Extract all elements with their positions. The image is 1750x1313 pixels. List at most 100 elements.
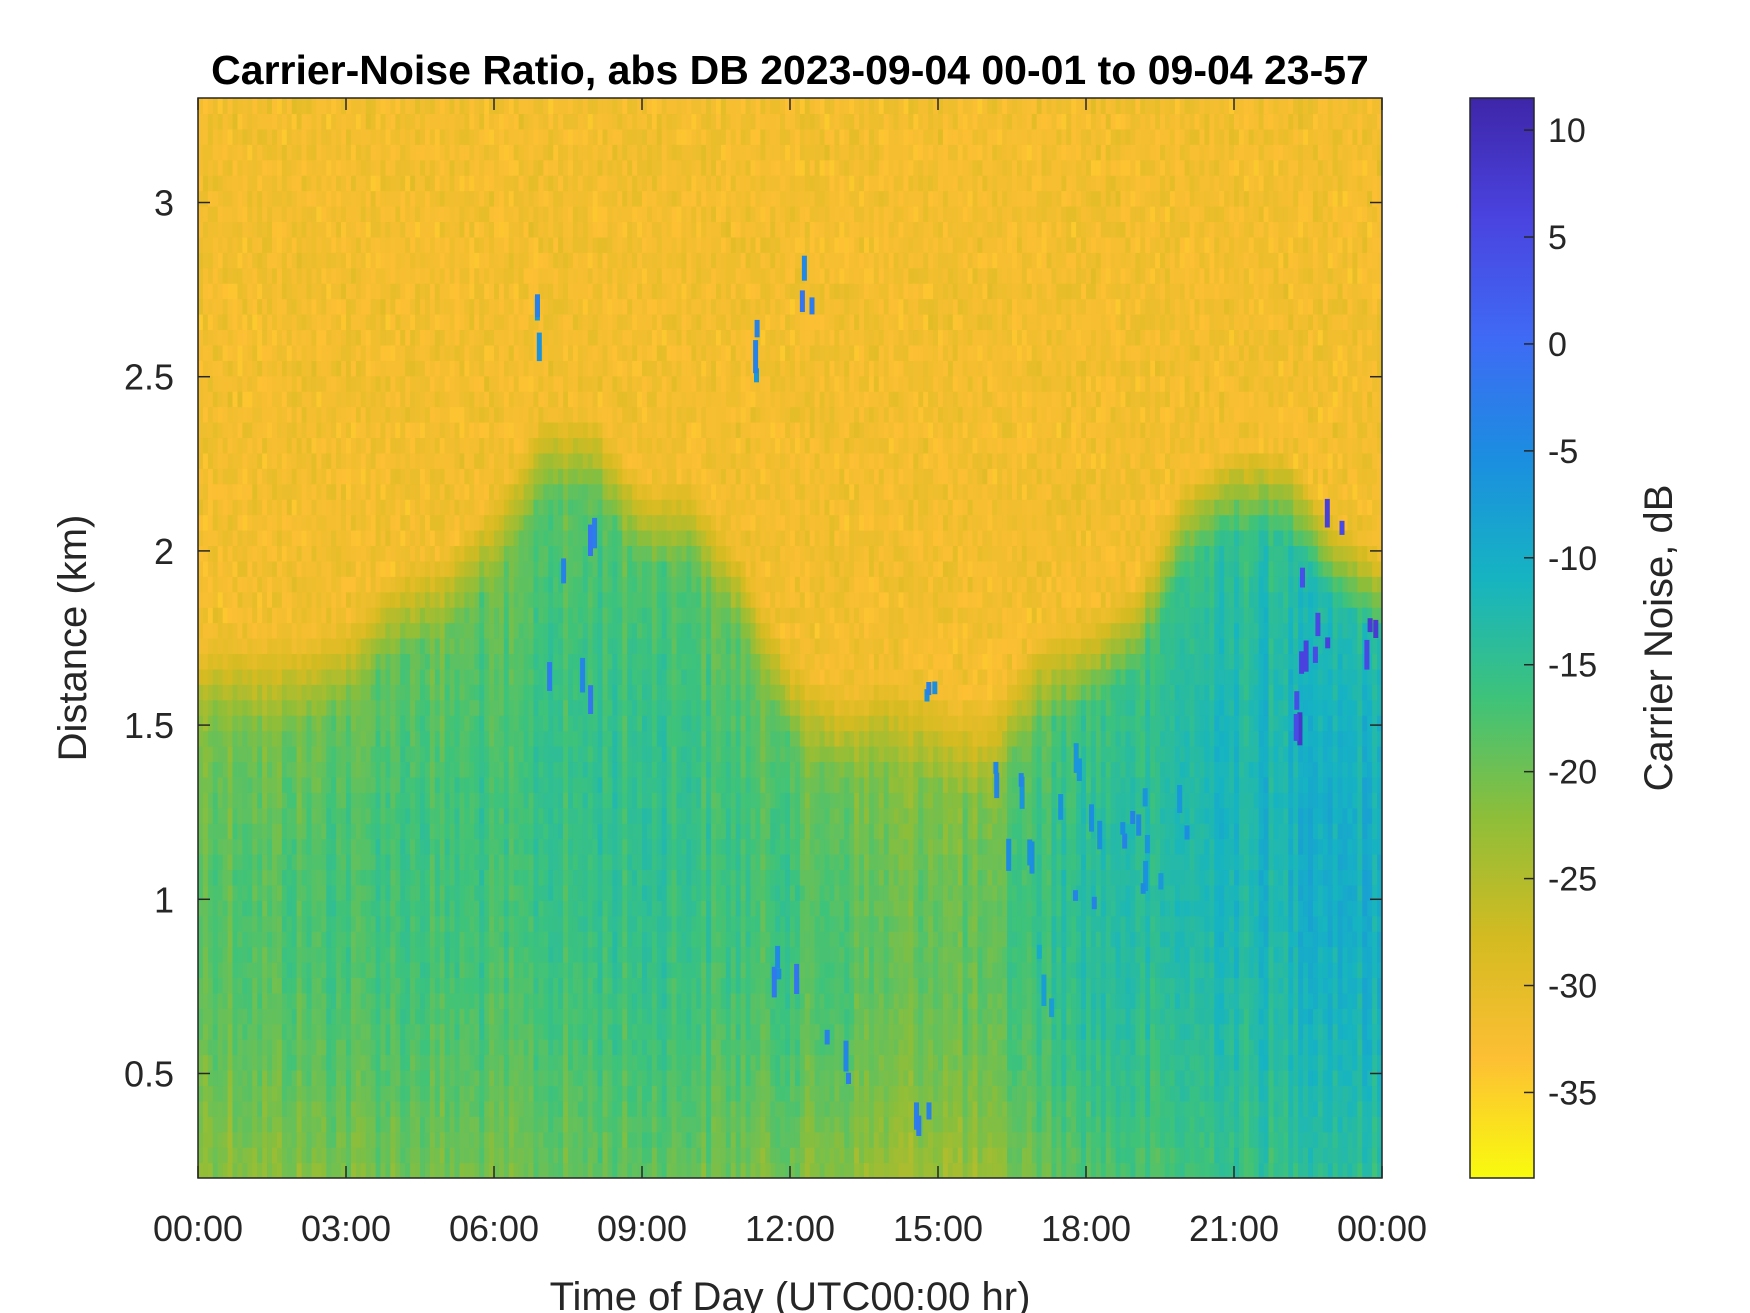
heatmap-cell [262, 221, 268, 238]
heatmap-cell [484, 607, 490, 624]
heatmap-cell [281, 869, 288, 886]
heatmap-cell [346, 884, 352, 901]
heatmap-cell [513, 807, 520, 824]
heatmap-cell [257, 190, 263, 207]
heatmap-cell [365, 931, 372, 948]
heatmap-cell [489, 98, 495, 115]
heatmap-cell [454, 514, 461, 531]
heatmap-cell [252, 1147, 258, 1164]
heatmap-cell [533, 175, 539, 192]
heatmap-cell [281, 946, 288, 963]
heatmap-cell [316, 283, 322, 300]
heatmap-cell [474, 468, 480, 485]
heatmap-cell [227, 977, 234, 994]
heatmap-cell [267, 375, 273, 392]
heatmap-cell [321, 730, 327, 747]
heatmap-cell [474, 1023, 480, 1040]
heatmap-cell [459, 221, 465, 238]
heatmap-cell [459, 1008, 465, 1025]
heatmap-cell [533, 807, 539, 824]
heatmap-cell [276, 1039, 283, 1056]
heatmap-cell [212, 344, 219, 361]
heatmap-cell [469, 869, 475, 886]
heatmap-cell [459, 576, 465, 593]
heatmap-cell [508, 931, 515, 948]
heatmap-cell [212, 1162, 219, 1178]
heatmap-cell [242, 992, 248, 1009]
heatmap-cell [390, 1116, 396, 1133]
heatmap-cell [281, 391, 288, 408]
heatmap-cell [217, 437, 224, 454]
heatmap-cell [548, 1070, 554, 1087]
heatmap-cell [262, 298, 268, 315]
heatmap-cell [355, 807, 362, 824]
heatmap-cell [400, 252, 406, 269]
heatmap-cell [385, 452, 391, 469]
heatmap-cell [400, 638, 406, 655]
heatmap-cell [286, 406, 293, 423]
heatmap-cell [395, 668, 401, 685]
heatmap-cell [415, 869, 421, 886]
heatmap-cell [518, 962, 525, 979]
heatmap-cell [257, 1023, 263, 1040]
heatmap-cell [360, 360, 367, 377]
heatmap-cell [484, 1070, 490, 1087]
heatmap-cell [415, 1008, 421, 1025]
heatmap-cell [543, 807, 549, 824]
heatmap-cell [336, 499, 342, 516]
heatmap-cell [415, 884, 421, 901]
heatmap-cell [301, 236, 308, 253]
heatmap-cell [533, 1085, 539, 1102]
heatmap-cell [198, 1085, 204, 1102]
heatmap-cell [257, 992, 263, 1009]
heatmap-cell [469, 175, 475, 192]
heatmap-cell [415, 730, 421, 747]
heatmap-cell [400, 900, 406, 917]
heatmap-cell [326, 776, 332, 793]
heatmap-cell [217, 838, 224, 855]
heatmap-cell [400, 715, 406, 732]
heatmap-cell [232, 1100, 239, 1117]
heatmap-cell [370, 175, 377, 192]
heatmap-cell [498, 715, 505, 732]
heatmap-cell [207, 699, 214, 716]
heatmap-cell [202, 684, 209, 701]
heatmap-cell [375, 992, 382, 1009]
heatmap-cell [232, 838, 239, 855]
heatmap-cell [316, 344, 322, 361]
heatmap-cell [212, 915, 219, 932]
heatmap-cell [459, 915, 465, 932]
heatmap-cell [207, 1100, 214, 1117]
heatmap-cell [227, 715, 234, 732]
heatmap-cell [484, 514, 490, 531]
heatmap-cell [336, 144, 342, 161]
heatmap-cell [301, 869, 308, 886]
heatmap-cell [420, 437, 426, 454]
heatmap-cell [444, 792, 451, 809]
heatmap-cell [370, 1085, 377, 1102]
heatmap-cell [202, 437, 209, 454]
heatmap-cell [276, 792, 283, 809]
heatmap-cell [198, 838, 204, 855]
heatmap-cell [202, 267, 209, 284]
heatmap-cell [424, 499, 431, 516]
heatmap-cell [301, 730, 308, 747]
heatmap-cell [207, 591, 214, 608]
heatmap-cell [405, 1070, 411, 1087]
heatmap-cell [306, 360, 313, 377]
heatmap-cell [434, 900, 441, 917]
heatmap-cell [281, 992, 288, 1009]
heatmap-cell [498, 1085, 505, 1102]
heatmap-cell [420, 668, 426, 685]
heatmap-cell [198, 298, 204, 315]
heatmap-cell [301, 483, 308, 500]
heatmap-cell [316, 1070, 322, 1087]
heatmap-cell [267, 931, 273, 948]
heatmap-cell [346, 283, 352, 300]
heatmap-cell [198, 1070, 204, 1087]
heatmap-cell [257, 746, 263, 763]
heatmap-cell [217, 1100, 224, 1117]
heatmap-cell [227, 1162, 234, 1178]
heatmap-cell [503, 98, 510, 115]
heatmap-cell [286, 915, 293, 932]
